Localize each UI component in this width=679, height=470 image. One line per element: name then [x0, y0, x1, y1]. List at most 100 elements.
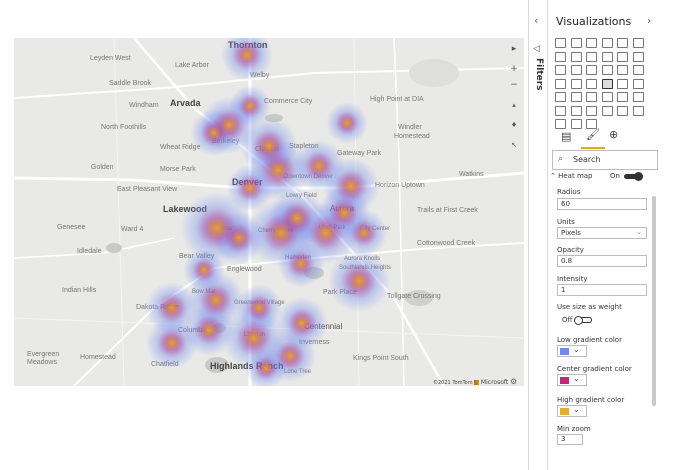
opacity-input[interactable]: 0.8: [557, 255, 647, 267]
chevron-down-icon: ⌄: [573, 374, 580, 383]
format-tab-icon[interactable]: 🖌: [586, 128, 600, 141]
section-header-heatmap[interactable]: ⌃ Heat map: [550, 172, 593, 180]
visual-type-icon[interactable]: [632, 51, 644, 62]
map-label: Tollgate Crossing: [387, 293, 441, 300]
visual-type-icon[interactable]: [617, 65, 628, 75]
visual-type-icon[interactable]: [617, 78, 628, 89]
filter-icon: ◁: [533, 44, 540, 54]
tab-active-indicator: [581, 147, 605, 149]
visual-type-icon[interactable]: [586, 51, 597, 62]
chevron-right-icon[interactable]: ›: [647, 14, 652, 27]
minzoom-label: Min zoom: [557, 425, 591, 433]
visual-type-icon[interactable]: [570, 38, 582, 48]
use-size-toggle[interactable]: [574, 316, 592, 325]
chevron-left-icon[interactable]: ‹: [534, 14, 539, 27]
map-label: Highlands Ranch: [210, 361, 284, 371]
visual-type-icon[interactable]: [570, 65, 582, 75]
heatmap-toggle[interactable]: [624, 172, 643, 181]
map-label: Lakewood: [163, 204, 208, 214]
low-color-swatch: [560, 348, 569, 355]
visual-type-icon[interactable]: [601, 78, 613, 89]
visual-type-icon[interactable]: [586, 78, 597, 89]
visual-type-icon[interactable]: [570, 119, 582, 129]
map-label: Cherry Creek: [258, 228, 294, 234]
map-label: Chatfield: [151, 361, 179, 368]
filters-pane-collapsed[interactable]: ‹ ◁ Filters: [528, 0, 548, 470]
map-label: Berkeley: [212, 138, 240, 145]
visual-type-icon[interactable]: [617, 51, 628, 62]
zoom-out-button[interactable]: −: [510, 80, 518, 90]
visual-type-icon[interactable]: [601, 65, 613, 75]
radius-input[interactable]: 60: [557, 198, 647, 210]
visual-type-icon[interactable]: [632, 92, 644, 102]
selection-icon[interactable]: ↖: [511, 141, 517, 149]
visual-type-icon[interactable]: [555, 119, 566, 129]
visual-type-icon[interactable]: [601, 105, 613, 116]
fields-tab-icon[interactable]: ▤: [561, 130, 572, 143]
map-focus-icon[interactable]: ▸: [511, 44, 517, 54]
zoom-in-button[interactable]: +: [510, 64, 518, 74]
map-canvas[interactable]: Leyden West Lake Arbor Saddle Brook Welb…: [14, 38, 524, 386]
map-label: East Pleasant View: [117, 186, 178, 193]
map-label: Englewood: [227, 266, 262, 273]
visual-type-icon[interactable]: [617, 105, 628, 116]
units-value: Pixels: [561, 229, 581, 237]
use-size-value: Off: [562, 316, 573, 324]
visual-type-icon[interactable]: [586, 105, 597, 116]
visual-type-icon[interactable]: [555, 65, 566, 75]
chevron-up-icon: ⌃: [550, 172, 556, 180]
visual-type-icon[interactable]: [601, 51, 613, 62]
map-label: North Foothills: [101, 124, 147, 131]
visual-type-icon[interactable]: [601, 38, 613, 48]
visual-type-icon[interactable]: [570, 92, 582, 102]
visual-type-icon[interactable]: [555, 51, 566, 62]
map-label: Hampden: [285, 255, 312, 261]
map-label: Ward 4: [121, 226, 144, 233]
map-settings-icon[interactable]: ⚙: [510, 377, 518, 386]
search-input[interactable]: ⌕ Search: [552, 150, 658, 170]
visual-type-icon[interactable]: [555, 38, 566, 48]
minzoom-input[interactable]: 3: [557, 434, 583, 445]
map-label: Lowry Field: [286, 193, 317, 199]
visual-type-icon[interactable]: [570, 78, 582, 89]
map-label: Kings Point South: [353, 355, 409, 362]
visual-type-icon[interactable]: [570, 51, 582, 62]
visual-type-icon[interactable]: [570, 105, 582, 116]
intensity-input[interactable]: 1: [557, 284, 647, 296]
visual-type-icon[interactable]: [617, 92, 628, 102]
visual-type-icon[interactable]: [555, 105, 566, 116]
map-label: Park Place: [323, 289, 357, 296]
map-label: Idledale: [77, 248, 102, 255]
pane-scrollbar[interactable]: [652, 196, 656, 406]
map-label: Belmar: [214, 226, 234, 232]
analytics-tab-icon[interactable]: ⊕: [609, 128, 619, 141]
low-color-picker[interactable]: ⌄: [557, 345, 587, 357]
visual-type-icon[interactable]: [632, 105, 644, 116]
visual-type-icon[interactable]: [617, 38, 628, 48]
visual-type-icon[interactable]: [586, 38, 597, 48]
high-color-picker[interactable]: ⌄: [557, 405, 587, 417]
map-label: Horizon Uptown: [375, 182, 425, 189]
units-select[interactable]: Pixels ⌄: [557, 227, 647, 239]
visual-type-icon[interactable]: [632, 78, 644, 89]
opacity-label: Opacity: [557, 246, 584, 254]
visual-type-icon[interactable]: [586, 92, 597, 102]
low-color-label: Low gradient color: [557, 336, 622, 344]
map-label: Windham: [129, 102, 159, 109]
map-label: City Center: [360, 226, 391, 232]
compass-icon[interactable]: ♦: [510, 121, 518, 129]
map-label: Watkins: [459, 171, 484, 178]
visual-type-icon[interactable]: [632, 65, 644, 75]
map-label: Saddle Brook: [109, 80, 152, 87]
visual-type-icon[interactable]: [601, 92, 613, 102]
visual-type-icon[interactable]: [586, 65, 597, 75]
map-label: Clayton: [255, 146, 279, 153]
visual-type-icon[interactable]: [555, 78, 566, 89]
visual-type-icon[interactable]: [632, 38, 644, 48]
more-visuals-icon[interactable]: [586, 119, 597, 129]
map-label: Morse Park: [160, 166, 196, 173]
chevron-down-icon: ⌄: [573, 345, 580, 354]
pitch-icon[interactable]: ▴: [512, 101, 516, 109]
center-color-picker[interactable]: ⌄: [557, 374, 587, 386]
visual-type-icon[interactable]: [555, 92, 566, 102]
